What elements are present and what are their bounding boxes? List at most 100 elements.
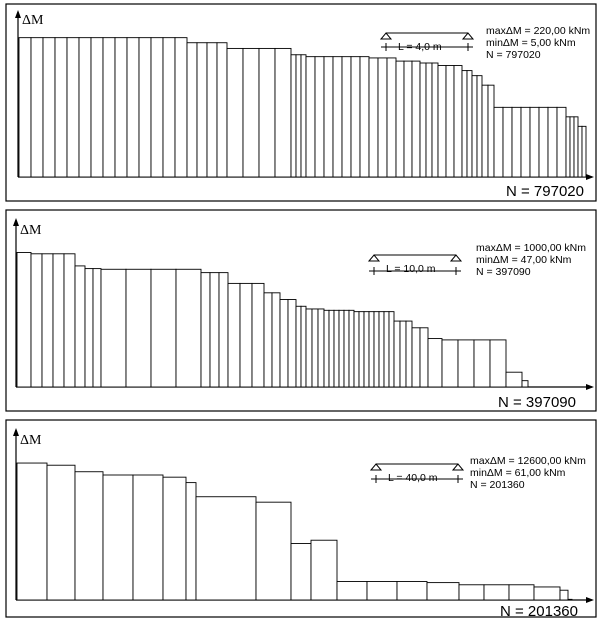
histogram-bar [138,37,152,178]
panel-frame [5,419,597,618]
histogram-bar [505,371,523,388]
histogram-bar [195,496,257,601]
histogram-bar [314,56,325,178]
histogram-bar [295,305,302,388]
histogram-bar [366,581,398,601]
histogram-bar [538,106,549,178]
histogram-bar [16,462,48,601]
y-axis-label: ΔM [22,13,44,28]
histogram-bar [419,327,429,388]
info-n: N = 797020 [486,49,541,61]
histogram-bar [343,309,350,388]
span-label: L = 4,0 m [398,41,442,53]
histogram-bar [425,62,433,178]
histogram-bar [577,125,583,178]
histogram-bar [559,589,569,601]
histogram-bar [426,582,460,601]
histogram-bar [255,501,292,601]
histogram-bar [42,37,56,178]
histogram-bar [353,311,360,388]
histogram-bar [251,282,265,388]
histogram-bar [502,106,513,178]
histogram-bar [581,125,587,178]
histogram-bar [556,106,567,178]
histogram-bar [66,37,80,178]
histogram-bar [78,37,92,178]
span-label: L = 10,0 m [386,263,436,275]
histogram-bar [363,311,370,388]
histogram-bar [533,586,561,601]
histogram-bar [338,309,345,388]
histogram-bar [368,311,375,388]
histogram-bar [200,272,211,388]
y-axis-label: ΔM [20,433,42,448]
y-axis-arrow [13,218,19,226]
panel-frame [5,209,597,412]
histogram-panel-l40: ΔM L = 40,0 m maxΔM = 12600,00 kNm minΔM… [5,419,597,620]
bars-group [18,37,587,178]
histogram-bar [102,37,116,178]
histogram-bar [125,268,152,388]
histogram-bar [511,106,522,178]
bars-group [16,252,529,388]
histogram-bar [520,106,531,178]
histogram-bar [508,584,535,601]
info-min: minΔM = 47,00 kNm [476,254,572,266]
histogram-bar [305,308,313,388]
histogram-bar [461,70,468,178]
histogram-bar [41,253,54,388]
histogram-bar [295,54,302,178]
histogram-bar [263,292,273,388]
beam-sketch [369,463,465,483]
histogram-bar [453,65,463,178]
histogram-bar [305,56,316,178]
histogram-panel-l4: ΔM L = 4,0 m maxΔM = 220,00 kNm minΔM = … [5,3,597,202]
info-max: maxΔM = 12600,00 kNm [470,455,586,467]
histogram-bar [84,268,94,388]
histogram-bar [279,299,289,388]
histogram-bar [150,37,164,178]
y-axis-arrow [13,428,19,436]
histogram-bar [395,60,405,178]
histogram-bar [46,464,76,601]
histogram-bar [162,476,187,601]
n-count-label: N = 397090 [498,394,576,411]
histogram-bar [54,37,68,178]
histogram-bar [411,60,421,178]
beam-sketch [367,254,463,275]
histogram-bar [196,42,208,178]
x-axis-arrow [586,597,594,603]
histogram-bar [332,56,343,178]
histogram-bar [383,311,390,388]
histogram-bar [30,253,43,388]
histogram-bar [74,471,104,601]
histogram-bar [445,65,455,178]
histogram-bar [393,320,401,388]
histogram-bar [300,54,307,178]
histogram-bar [185,482,197,601]
histogram-bar [102,474,134,601]
histogram-bar [328,309,335,388]
info-min: minΔM = 61,00 kNm [470,467,566,479]
histogram-bar [388,311,395,388]
histogram-bar [310,539,338,601]
histogram-bar [358,311,365,388]
histogram-bar [18,37,32,178]
histogram-bar [114,37,128,178]
histogram-bar [378,311,385,388]
histogram-bar [162,37,176,178]
histogram-bar [242,47,260,178]
histogram-bar [323,56,334,178]
info-n: N = 201360 [470,479,525,491]
y-axis-arrow [15,10,21,18]
histogram-bar [348,309,355,388]
histogram-bar [441,339,459,388]
histogram-bar [403,60,413,178]
histogram-bar [271,292,281,388]
histogram-bar [227,282,241,388]
histogram-bar [300,305,307,388]
histogram-bar [529,106,540,178]
histogram-bar [476,75,483,178]
histogram-bar [336,581,368,601]
histogram-bar [90,37,104,178]
